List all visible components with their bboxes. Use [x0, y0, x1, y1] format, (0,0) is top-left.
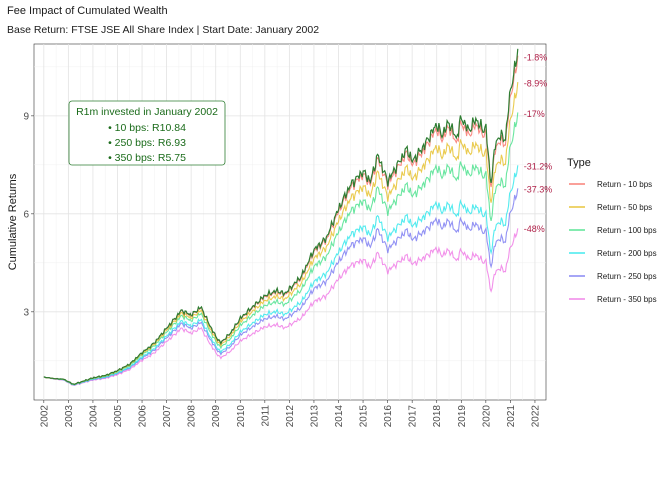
annotation-line-1: • 10 bps: R10.84: [108, 122, 186, 134]
x-tick-label: 2008: [187, 405, 198, 428]
x-tick-label: 2015: [359, 405, 370, 428]
end-label-200-bps: -31.2%: [524, 162, 553, 172]
x-tick-label: 2017: [408, 405, 419, 428]
x-tick-label: 2007: [162, 405, 173, 428]
x-tick-label: 2004: [88, 405, 99, 428]
x-tick-label: 2010: [236, 405, 247, 428]
x-tick-label: 2019: [457, 405, 468, 428]
legend-label-200-bps: Return - 200 bps: [597, 249, 657, 258]
x-tick-label: 2014: [334, 405, 345, 428]
end-label-350-bps: -48%: [524, 224, 545, 234]
series-line-base: [43, 48, 519, 385]
x-tick-label: 2012: [285, 405, 296, 428]
legend-label-350-bps: Return - 350 bps: [597, 295, 657, 304]
legend-label-10-bps: Return - 10 bps: [597, 180, 652, 189]
end-label-100-bps: -17%: [524, 109, 545, 119]
x-axis: 2002 2003 2004 2005 2006 2007 2008 2009 2010 2011…: [39, 400, 541, 427]
annotation-line-2: • 250 bps: R6.93: [108, 137, 186, 149]
x-tick-label: 2006: [138, 405, 149, 428]
x-tick-label: 2022: [530, 405, 541, 428]
plot-panel: [33, 43, 547, 401]
annotation-box: R1m invested in January 2002 • 10 bps: R…: [68, 100, 226, 166]
x-tick-label: 2016: [383, 405, 394, 428]
end-label-10-bps: -1.8%: [524, 52, 548, 62]
legend-label-50-bps: Return - 50 bps: [597, 203, 652, 212]
x-tick-label: 2021: [506, 405, 517, 428]
x-tick-label: 2003: [64, 405, 75, 428]
series-line-350-bps: [43, 228, 519, 386]
x-tick-label: 2005: [113, 405, 124, 428]
x-tick-label: 2011: [260, 405, 271, 427]
x-tick-label: 2013: [309, 405, 320, 428]
y-axis: 3 6 9: [23, 111, 34, 318]
legend-items: Return - 10 bps Return - 50 bps Return - 1…: [569, 180, 657, 304]
y-tick-label: 9: [23, 111, 29, 122]
series-layer: [43, 48, 519, 386]
end-labels: -1.8% -8.9% -17% -31.2% -37.3% -48%: [524, 52, 553, 234]
chart-subtitle: Base Return: FTSE JSE All Share Index | …: [7, 24, 319, 36]
legend-title: Type: [567, 157, 591, 169]
legend-label-100-bps: Return - 100 bps: [597, 226, 657, 235]
y-axis-title: Cumulative Returns: [7, 173, 19, 270]
x-tick-label: 2009: [211, 405, 222, 428]
end-label-250-bps: -37.3%: [524, 184, 553, 194]
annotation-line-3: • 350 bps: R5.75: [108, 152, 186, 164]
x-tick-label: 2018: [432, 405, 443, 428]
annotation-title: R1m invested in January 2002: [76, 106, 218, 118]
annotation-frame: [68, 100, 226, 166]
chart-title: Fee Impact of Cumulated Wealth: [7, 5, 168, 17]
legend-label-250-bps: Return - 250 bps: [597, 272, 657, 281]
y-tick-label: 6: [23, 209, 29, 220]
x-tick-label: 2002: [39, 405, 50, 428]
series-line-200-bps: [43, 165, 519, 386]
x-tick-label: 2020: [481, 405, 492, 428]
end-label-50-bps: -8.9%: [524, 79, 548, 89]
y-tick-label: 3: [23, 307, 29, 318]
